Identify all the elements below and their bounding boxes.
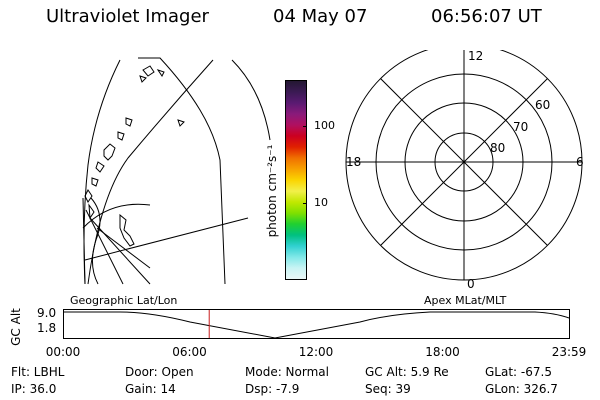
map-coastline	[142, 65, 155, 77]
map-coastline	[91, 177, 99, 187]
map-grid-line	[82, 203, 151, 229]
app-title: Ultraviolet Imager	[46, 6, 209, 27]
map-coastline	[117, 131, 125, 141]
header-date: 04 May 07	[273, 6, 368, 27]
map-label-apex: Apex MLat/MLT	[424, 294, 507, 307]
map-coastline	[177, 119, 185, 127]
info-gain: Gain: 14	[125, 382, 176, 396]
timeline-xtick-label: 18:00	[425, 345, 460, 359]
map-label-geographic: Geographic Lat/Lon	[70, 294, 178, 307]
map-coastline	[119, 213, 135, 247]
map-grid-line	[90, 197, 101, 285]
polar-ring-label: 80	[490, 141, 505, 155]
timeline-xtick-label: 23:59	[551, 345, 587, 359]
timeline-ytick-top: 9.0	[37, 306, 57, 320]
info-flt: Flt: LBHL	[11, 365, 65, 379]
timeline-xtick-label: 00:00	[45, 345, 81, 359]
map-grid-line	[87, 59, 214, 285]
polar-ring-label: 60	[535, 98, 550, 112]
timeline-altitude-curve	[64, 311, 570, 339]
colorbar-tick-mark	[303, 203, 307, 205]
info-ip: IP: 36.0	[11, 382, 57, 396]
timeline-axis-title: GC Alt	[9, 308, 23, 346]
map-grid-line	[82, 197, 86, 285]
geographic-map	[82, 57, 271, 285]
timeline-plot	[63, 309, 570, 339]
map-coastline	[95, 161, 105, 173]
map-coastline	[103, 143, 116, 161]
polar-label-bottom: 0	[467, 277, 475, 290]
info-glon: GLon: 326.7	[485, 382, 558, 396]
timeline-xtick-label: 12:00	[298, 345, 334, 359]
colorbar-tick-mark	[303, 126, 307, 128]
info-mode: Mode: Normal	[245, 365, 329, 379]
map-coastline	[84, 189, 93, 203]
map-coastline	[156, 69, 165, 77]
polar-label-top: 12	[468, 50, 483, 63]
map-grid-line	[85, 209, 124, 285]
timeline-xtick-label: 06:00	[172, 345, 207, 359]
colorbar-tick-label: 100	[314, 119, 335, 133]
map-grid-line	[138, 57, 226, 285]
info-dsp: Dsp: -7.9	[245, 382, 300, 396]
timeline-ytick-bottom: 1.8	[37, 321, 57, 335]
polar-label-left: 18	[346, 155, 361, 169]
colorbar-gradient	[286, 81, 306, 279]
map-coastline	[88, 203, 95, 220]
polar-plot: 12 0 18 6 60 70 80	[345, 50, 584, 290]
map-coastline	[139, 75, 147, 83]
map-grid-line	[231, 59, 271, 141]
polar-label-right: 6	[576, 155, 584, 169]
info-glat: GLat: -67.5	[485, 365, 552, 379]
colorbar-tick-label: 10	[314, 196, 328, 210]
map-grid-line	[83, 59, 121, 285]
header-time: 06:56:07 UT	[431, 6, 542, 27]
map-grid-line	[96, 227, 151, 269]
colorbar-unit-label: photon cm⁻²s⁻¹	[265, 144, 279, 238]
info-door: Door: Open	[125, 365, 194, 379]
polar-axis-diagonal	[380, 78, 548, 246]
map-grid-line	[84, 217, 249, 261]
colorbar	[285, 80, 307, 280]
map-coastline	[125, 117, 133, 127]
info-seq: Seq: 39	[365, 382, 411, 396]
info-gcalt: GC Alt: 5.9 Re	[365, 365, 449, 379]
polar-ring-label: 70	[513, 120, 528, 134]
